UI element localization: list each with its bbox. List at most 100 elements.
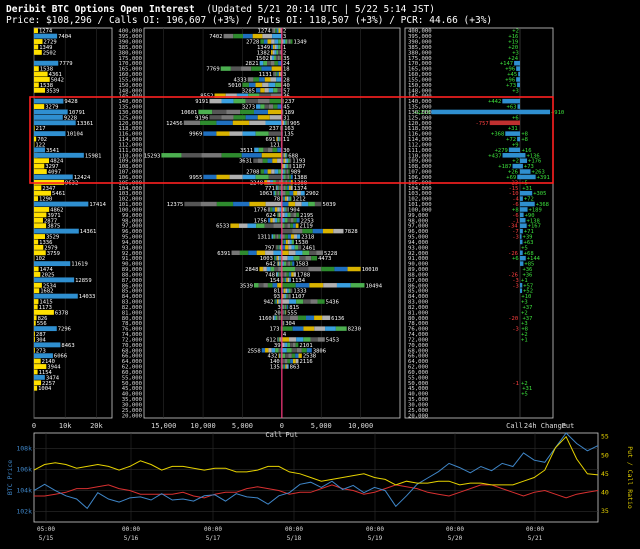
center-strike-label: 45,000 xyxy=(122,386,142,392)
center-call-bar xyxy=(270,266,275,272)
center-put-bar xyxy=(281,234,285,239)
center-call-bar xyxy=(274,190,277,196)
center-put-bar xyxy=(308,266,322,272)
center-panel-frame xyxy=(143,27,401,419)
left-call-label: 4361 xyxy=(49,72,62,78)
change-put-value: +144 xyxy=(527,256,541,262)
center-put-bar xyxy=(325,326,336,331)
center-strike-label: 101,000 xyxy=(118,202,142,208)
center-put-bar xyxy=(289,190,294,196)
center-call-value: 7769 xyxy=(206,67,219,73)
center-put-bar xyxy=(283,239,286,245)
center-put-bar xyxy=(284,207,286,212)
center-strike-label: 108,000 xyxy=(118,164,142,170)
center-call-value: 1502 xyxy=(256,56,269,62)
change-call-value: +31 xyxy=(508,126,518,132)
left-put-bar xyxy=(34,120,76,126)
center-put-value: 1374 xyxy=(294,186,308,192)
change-strike-label: 170,000 xyxy=(408,61,432,67)
center-put-value: 6136 xyxy=(331,316,344,322)
center-call-bar xyxy=(278,348,282,353)
center-put-bar xyxy=(289,239,292,245)
center-put-bar xyxy=(292,228,303,234)
history-x-date: 5/18 xyxy=(287,535,302,542)
center-put-bar xyxy=(293,272,296,277)
change-strike-label: 35,000 xyxy=(408,397,428,403)
change-call-bar xyxy=(516,66,520,71)
left-call-bar xyxy=(34,49,42,55)
center-put-bar xyxy=(285,196,287,201)
center-call-bar xyxy=(260,88,265,93)
change-panel: Call 24h ChangePut+2+16+19+20+3+24+147+96… xyxy=(404,27,574,430)
center-put-bar xyxy=(281,190,286,196)
center-put-bar xyxy=(281,255,288,261)
center-put-bar xyxy=(293,218,297,223)
center-call-value: 2728 xyxy=(246,40,259,46)
center-put-bar xyxy=(281,169,284,174)
center-call-bar xyxy=(256,104,261,109)
center-put-bar xyxy=(284,163,287,169)
center-put-value: 28 xyxy=(283,77,290,83)
center-call-bar xyxy=(280,261,282,266)
change-strike-label: 94,000 xyxy=(408,240,428,246)
center-call-bar xyxy=(274,218,278,223)
center-put-bar xyxy=(285,310,287,315)
center-call-bar xyxy=(271,28,274,33)
center-call-bar xyxy=(277,158,282,163)
center-call-value: 81 xyxy=(274,289,281,295)
center-call-bar xyxy=(266,266,271,272)
left-put-bar xyxy=(34,33,58,39)
center-strike-label: 68,000 xyxy=(122,348,142,354)
history-x-time: 00:00 xyxy=(122,526,140,533)
left-call-label: 1474 xyxy=(40,267,54,273)
center-put-value: 2318 xyxy=(301,235,314,241)
left-call-bar xyxy=(34,185,42,191)
center-put-bar xyxy=(283,288,286,293)
center-put-bar xyxy=(301,348,307,353)
center-call-bar xyxy=(277,337,278,342)
center-put-bar xyxy=(283,169,285,174)
center-put-bar xyxy=(284,218,288,223)
center-call-value: 642 xyxy=(266,262,276,268)
center-put-value: 5228 xyxy=(324,251,337,257)
left-call-label: 3971 xyxy=(47,213,60,219)
center-put-bar xyxy=(289,185,291,191)
center-put-bar xyxy=(288,196,290,201)
change-put-value: +189 xyxy=(529,207,542,213)
center-call-bar xyxy=(262,33,273,39)
center-strike-label: 104,000 xyxy=(118,186,142,192)
center-call-bar xyxy=(264,223,274,228)
center-call-value: 1131 xyxy=(259,72,272,78)
center-call-bar xyxy=(278,60,282,66)
center-put-value: 2902 xyxy=(306,191,319,197)
center-put-bar xyxy=(286,277,288,283)
change-strike-label: 92,000 xyxy=(408,251,428,257)
left-put-label: 15981 xyxy=(85,153,102,159)
left-call-label: 3529 xyxy=(46,235,59,241)
center-call-value: 9196 xyxy=(195,115,208,121)
history-pcr-tick: 40 xyxy=(601,488,609,496)
history-price-line xyxy=(33,432,599,510)
center-put-bar xyxy=(285,39,288,44)
left-call-label: 3539 xyxy=(46,88,59,94)
left-call-label: 1004 xyxy=(38,386,52,392)
left-call-bar xyxy=(34,158,50,164)
center-put-bar xyxy=(287,169,289,174)
left-put-label: 12424 xyxy=(74,175,91,181)
center-call-bar xyxy=(273,223,282,228)
center-call-bar xyxy=(236,93,249,98)
price-summary: Price: $108,296 / Calls OI: 196,607 (+3%… xyxy=(6,15,493,26)
center-call-bar xyxy=(279,353,280,358)
center-put-bar xyxy=(286,272,289,277)
center-call-bar xyxy=(255,82,263,88)
center-put-bar xyxy=(290,288,293,293)
center-put-bar xyxy=(283,310,285,315)
center-put-bar xyxy=(312,228,323,234)
center-call-bar xyxy=(279,55,282,61)
history-pcr-tick: 35 xyxy=(601,507,609,515)
center-call-value: 1382 xyxy=(257,50,270,56)
center-call-bar xyxy=(279,245,281,250)
center-strike-label: 93,000 xyxy=(122,245,142,251)
change-put-value: +8 xyxy=(521,137,528,143)
